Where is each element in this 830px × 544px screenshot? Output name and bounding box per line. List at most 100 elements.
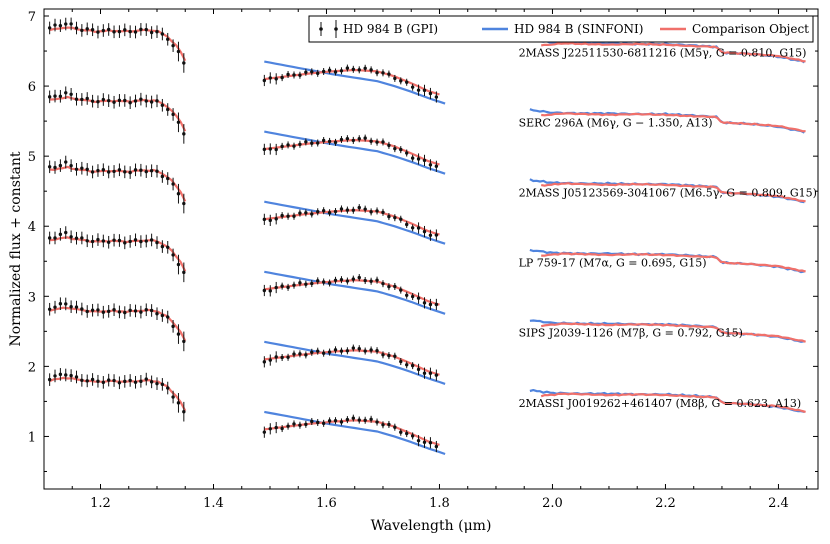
gpi-h-point-5-7 [304,422,308,427]
gpi-j-point-1-24 [176,120,181,125]
gpi-j-point-4-7 [85,309,89,314]
gpi-h-point-4-19 [375,348,379,353]
gpi-j-point-0-14 [123,28,127,32]
gpi-j-point-4-0 [47,307,52,311]
gpi-j-point-4-19 [149,308,154,313]
gpi-h-point-0-3 [280,75,284,80]
gpi-j-point-5-10 [101,380,106,385]
gpi-h-point-1-11 [327,139,332,144]
gpi-h-point-5-0 [262,430,267,434]
gpi-j-point-0-8 [90,28,95,32]
gpi-h-point-1-9 [316,141,320,145]
gpi-j-point-0-16 [133,30,138,34]
gpi-j-point-5-22 [166,386,170,390]
gpi-h-point-3-2 [274,285,278,290]
gpi-h-point-5-18 [369,417,373,422]
gpi-h-point-5-28 [428,441,433,445]
gpi-j-point-5-11 [106,378,111,382]
gpi-j-point-5-4 [69,373,73,378]
gpi-h-point-0-9 [316,71,320,76]
gpi-h-point-2-8 [310,212,314,216]
gpi-h-point-5-19 [375,420,379,424]
gpi-h-point-4-2 [274,355,278,359]
gpi-j-point-2-19 [149,169,154,173]
gpi-j-point-4-23 [171,324,175,329]
gpi-h-point-5-27 [422,440,427,444]
gpi-h-point-0-1 [268,76,272,80]
gpi-h-point-0-27 [422,88,427,93]
gpi-j-point-3-12 [112,238,116,242]
gpi-j-point-0-6 [80,28,84,33]
gpi-h-point-2-3 [280,213,284,218]
gpi-h-point-2-16 [357,205,361,210]
gpi-h-point-1-1 [268,147,272,151]
gpi-h-point-3-1 [268,289,272,293]
gpi-h-point-3-18 [369,279,373,283]
gpi-h-point-2-7 [304,211,308,215]
gpi-h-point-0-29 [434,95,439,99]
gpi-j-point-3-1 [53,236,57,240]
gpi-j-point-3-17 [139,239,143,244]
gpi-h-point-0-23 [399,79,403,83]
gpi-h-point-2-21 [387,214,391,219]
gpi-h-point-2-4 [286,214,290,218]
gpi-h-point-3-22 [393,284,397,289]
gpi-h-point-3-10 [321,280,326,284]
gpi-j-point-1-20 [155,99,159,103]
gpi-h-point-4-26 [416,367,421,372]
gpi-h-point-5-8 [310,419,314,424]
gpi-j-point-1-11 [106,98,111,103]
gpi-h-point-5-15 [351,416,356,420]
y-tick-label-2: 3 [28,290,36,305]
gpi-h-point-1-20 [381,140,385,144]
gpi-j-point-3-16 [133,238,138,242]
gpi-h-point-0-19 [375,71,379,75]
gpi-h-point-1-17 [363,136,367,140]
gpi-j-point-5-17 [139,379,143,384]
sinfoni-h-line-0 [264,60,446,105]
gpi-j-point-4-24 [176,332,181,336]
gpi-j-point-3-22 [166,245,170,250]
gpi-h-point-5-12 [333,418,338,423]
gpi-j-point-2-3 [64,160,68,164]
gpi-h-point-2-20 [381,210,385,215]
gpi-j-point-5-6 [80,378,84,383]
gpi-j-point-4-18 [144,308,148,312]
gpi-j-point-2-4 [69,163,73,168]
gpi-h-point-4-15 [351,346,356,350]
gpi-j-point-2-12 [112,169,116,174]
sinfoni-h-line-3 [264,270,446,315]
gpi-h-point-1-10 [321,138,326,143]
comparison-h-line-4 [264,349,440,376]
gpi-h-point-1-28 [428,163,433,167]
gpi-h-point-4-14 [345,349,350,353]
gpi-h-point-1-27 [422,158,427,163]
gpi-h-point-4-16 [357,347,361,351]
gpi-h-point-2-28 [428,233,433,238]
gpi-j-point-3-18 [144,239,148,243]
gpi-j-point-5-2 [58,372,63,377]
gpi-h-point-5-5 [292,422,296,426]
gpi-j-point-1-13 [117,98,122,103]
gpi-h-point-4-9 [316,349,320,353]
gpi-h-point-1-5 [292,144,296,148]
gpi-j-point-5-13 [117,381,122,385]
gpi-h-point-1-23 [399,147,403,152]
gpi-j-point-1-17 [139,97,143,101]
gpi-h-point-2-2 [274,217,278,221]
gpi-h-point-1-22 [393,146,397,151]
gpi-h-point-0-15 [351,67,356,72]
gpi-j-point-2-21 [160,174,165,179]
gpi-j-point-0-4 [69,22,73,26]
gpi-h-point-5-25 [410,434,415,438]
gpi-h-point-0-5 [292,73,296,77]
gpi-h-point-5-26 [416,438,421,443]
comparison-k-line-3 [541,252,806,273]
gpi-h-point-4-13 [339,349,344,353]
gpi-h-point-0-24 [405,80,409,84]
gpi-h-point-5-10 [321,421,326,426]
gpi-j-point-5-1 [53,374,57,378]
axes: 1.2 1.4 1.6 1.8 2.0 2.2 2.4 1 2 3 4 5 6 7 Wavelength (… [8,8,819,534]
comparison-j-line-5 [49,376,187,412]
